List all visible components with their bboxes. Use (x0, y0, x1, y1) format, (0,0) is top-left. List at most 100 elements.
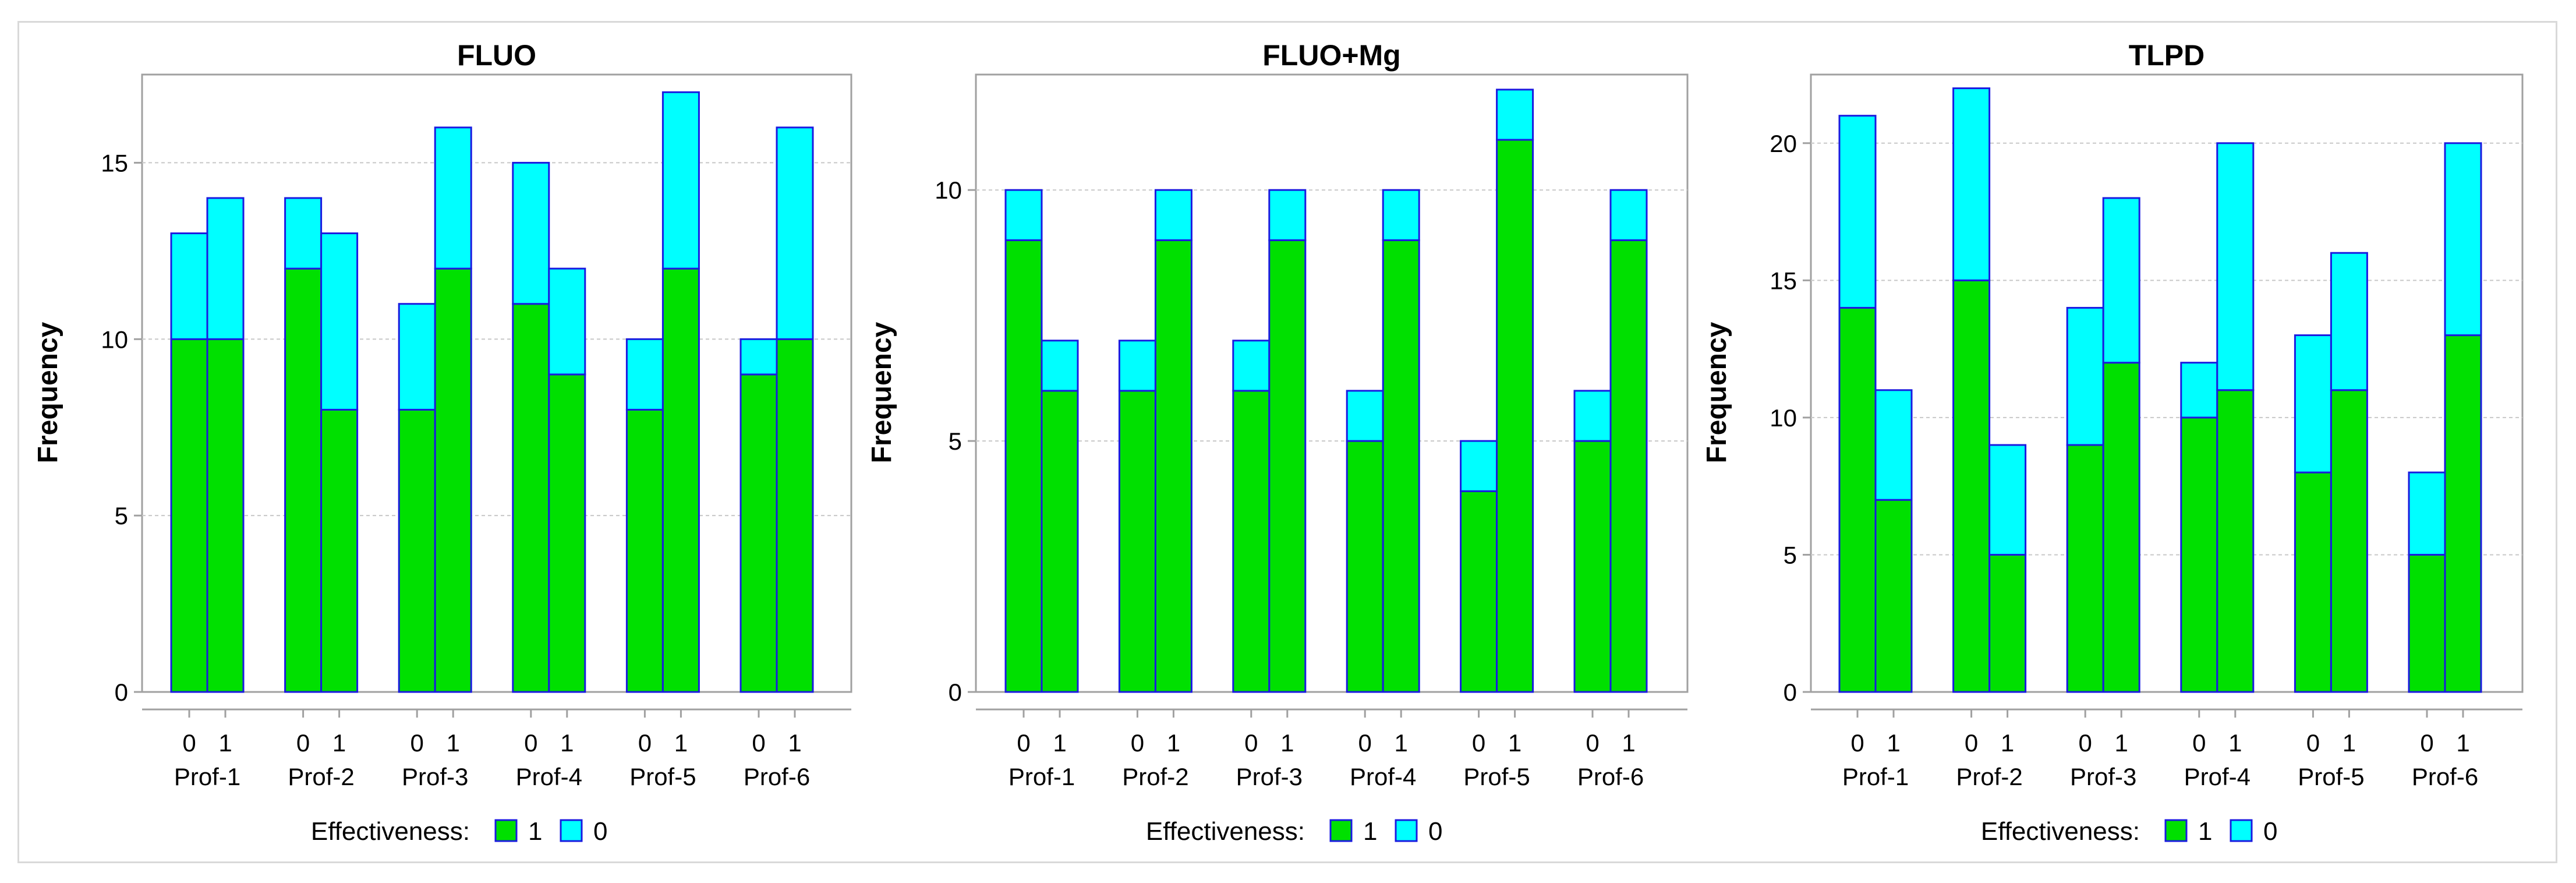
legend-label-1: 1 (1363, 817, 1377, 846)
x-group-label: Prof-6 (2412, 763, 2478, 790)
legend-label-0: 0 (2263, 817, 2277, 846)
x-subcategory-label: 0 (2079, 729, 2092, 757)
x-subcategory-label: 0 (1472, 729, 1485, 757)
x-subcategory-label: 1 (447, 729, 460, 757)
bar-prof-6-sub1-series0 (1609, 189, 1648, 241)
plot-area (1810, 73, 2524, 693)
x-group-label: Prof-1 (174, 763, 240, 790)
bar-prof-1-sub1-series0 (206, 197, 245, 340)
legend-swatch-0 (1395, 819, 1418, 842)
bar-prof-1-sub1-series1 (1041, 390, 1079, 693)
x-group-label: Prof-3 (402, 763, 468, 790)
bar-prof-3-sub1-series1 (1268, 239, 1307, 693)
bar-prof-4-sub0-series1 (512, 303, 550, 693)
bar-prof-6-sub0-series0 (2408, 471, 2446, 556)
legend-title: Effectiveness: (1981, 817, 2140, 846)
bar-prof-5-sub1-series0 (2330, 252, 2368, 391)
x-subcategory-label: 0 (524, 729, 537, 757)
bar-prof-1-sub0-series1 (170, 338, 208, 693)
x-subcategory-label: 1 (1622, 729, 1635, 757)
y-tick-label: 10 (101, 326, 128, 353)
bar-prof-1-sub0-series0 (170, 232, 208, 340)
x-subcategory-label: 1 (1280, 729, 1294, 757)
bar-prof-3-sub1-series0 (2102, 197, 2140, 364)
bar-prof-1-sub1-series0 (1041, 340, 1079, 392)
bar-prof-6-sub1-series1 (2444, 334, 2482, 693)
x-subcategory-label: 1 (1167, 729, 1180, 757)
bar-prof-5-sub0-series1 (1460, 490, 1498, 693)
legend-label-0: 0 (593, 817, 607, 846)
bar-prof-5-sub1-series0 (1496, 89, 1534, 141)
x-subcategory-label: 0 (1850, 729, 1864, 757)
legend-swatch-1 (1329, 819, 1353, 842)
bar-prof-6-sub0-series1 (739, 373, 778, 693)
x-subcategory-label: 1 (1508, 729, 1521, 757)
y-tick-label: 0 (115, 679, 128, 706)
legend-swatch-1 (494, 819, 518, 842)
y-tick-label: 5 (115, 502, 128, 529)
x-subcategory-label: 1 (2343, 729, 2356, 757)
bar-prof-1-sub0-series1 (1838, 306, 1877, 693)
x-group-label: Prof-4 (1350, 763, 1416, 790)
bar-prof-1-sub1-series0 (1874, 389, 1913, 501)
y-tick-label: 0 (949, 679, 962, 706)
x-subcategory-label: 0 (1358, 729, 1372, 757)
x-group-label: Prof-5 (2298, 763, 2364, 790)
bar-prof-4-sub0-series1 (1346, 440, 1384, 693)
legend-label-1: 1 (2198, 817, 2212, 846)
x-group-label: Prof-4 (2184, 763, 2251, 790)
x-subcategory-label: 0 (411, 729, 424, 757)
bar-prof-5-sub1-series1 (2330, 389, 2368, 693)
x-group-label: Prof-6 (744, 763, 810, 790)
bar-prof-6-sub0-series0 (1573, 390, 1612, 442)
plot-area (975, 73, 1689, 693)
x-subcategory-label: 1 (560, 729, 574, 757)
bar-prof-3-sub1-series0 (434, 126, 472, 270)
bar-prof-3-sub0-series1 (398, 408, 436, 693)
bar-prof-2-sub0-series0 (1118, 340, 1156, 392)
legend-swatch-1 (2164, 819, 2188, 842)
y-tick-label: 15 (101, 149, 128, 176)
bar-prof-1-sub1-series1 (206, 338, 245, 693)
x-subcategory-label: 0 (296, 729, 310, 757)
x-subcategory-label: 1 (1887, 729, 1900, 757)
x-group-label: Prof-3 (2070, 763, 2136, 790)
x-group-label: Prof-1 (1842, 763, 1909, 790)
bar-prof-3-sub1-series0 (1268, 189, 1307, 241)
bar-prof-4-sub0-series0 (512, 161, 550, 305)
bar-prof-3-sub0-series1 (2066, 444, 2104, 693)
x-subcategory-label: 1 (1053, 729, 1066, 757)
x-subcategory-label: 0 (2306, 729, 2320, 757)
x-subcategory-label: 0 (752, 729, 765, 757)
x-group-label: Prof-5 (629, 763, 696, 790)
y-tick-label: 5 (949, 428, 962, 455)
bar-prof-2-sub0-series0 (1952, 87, 1991, 281)
x-subcategory-label: 1 (2456, 729, 2469, 757)
x-group-label: Prof-2 (288, 763, 354, 790)
x-subcategory-label: 0 (1131, 729, 1144, 757)
bar-prof-6-sub1-series0 (2444, 142, 2482, 337)
bar-prof-2-sub0-series1 (1118, 390, 1156, 693)
y-tick-label: 15 (1770, 267, 1797, 294)
bar-prof-5-sub1-series0 (661, 91, 700, 270)
bar-prof-3-sub0-series1 (1232, 390, 1271, 693)
bar-prof-2-sub1-series1 (320, 408, 359, 693)
bar-prof-4-sub1-series0 (548, 267, 586, 376)
x-subcategory-label: 0 (1586, 729, 1599, 757)
bar-prof-2-sub0-series0 (284, 197, 323, 270)
legend-swatch-0 (560, 819, 583, 842)
x-group-label: Prof-3 (1236, 763, 1303, 790)
bar-prof-3-sub1-series1 (434, 267, 472, 693)
x-subcategory-label: 1 (674, 729, 688, 757)
x-subcategory-label: 0 (2192, 729, 2206, 757)
x-group-label: Prof-2 (1956, 763, 2022, 790)
bar-prof-3-sub1-series1 (2102, 362, 2140, 693)
x-group-label: Prof-4 (516, 763, 582, 790)
legend-title: Effectiveness: (1146, 817, 1305, 846)
x-subcategory-label: 0 (638, 729, 652, 757)
x-subcategory-label: 1 (2115, 729, 2128, 757)
bar-prof-6-sub1-series1 (776, 338, 814, 693)
x-subcategory-label: 1 (2001, 729, 2014, 757)
